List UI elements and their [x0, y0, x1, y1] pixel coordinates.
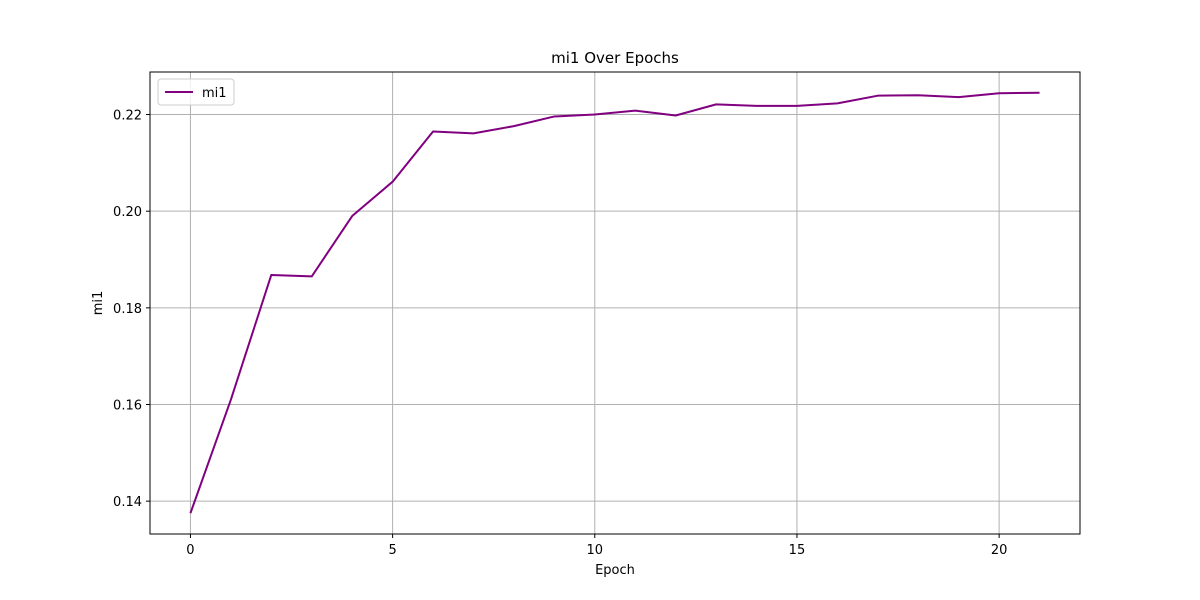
data-point — [796, 105, 798, 107]
y-axis-label: mi1 — [91, 291, 106, 316]
y-axis-ticks: 0.14 0.16 0.18 0.20 0.22 — [113, 109, 150, 510]
data-point — [311, 275, 313, 277]
data-point — [836, 102, 838, 104]
plot-area-frame — [149, 71, 1081, 535]
x-tick-label: 20 — [991, 543, 1008, 558]
legend-box — [157, 78, 235, 106]
data-point — [432, 130, 434, 132]
y-tick-label: 0.18 — [113, 302, 142, 317]
x-tick-label: 10 — [587, 543, 604, 558]
data-point — [958, 96, 960, 98]
y-tick-label: 0.16 — [113, 398, 142, 413]
data-point — [917, 94, 919, 96]
data-point — [877, 95, 879, 97]
data-point — [351, 215, 353, 217]
x-axis-label: Epoch — [595, 563, 635, 578]
data-point — [472, 132, 474, 134]
data-point — [230, 399, 232, 401]
x-tick-label: 0 — [186, 543, 194, 558]
grid-lines — [150, 72, 1080, 534]
x-tick-label: 5 — [388, 543, 396, 558]
legend: mi1 — [157, 78, 235, 106]
data-point — [715, 103, 717, 105]
data-point — [998, 92, 1000, 94]
y-tick-label: 0.22 — [113, 109, 142, 124]
y-tick-label: 0.20 — [113, 205, 142, 220]
x-tick-label: 15 — [789, 543, 806, 558]
y-tick-label: 0.14 — [113, 495, 142, 510]
data-point — [756, 105, 758, 107]
x-axis-ticks: 0 5 10 15 20 — [186, 534, 1007, 558]
data-point — [513, 125, 515, 127]
data-point — [1039, 92, 1041, 94]
data-point — [553, 115, 555, 117]
data-point — [189, 512, 191, 514]
series-lines — [189, 91, 1041, 514]
data-point — [270, 274, 272, 276]
data-point — [634, 110, 636, 112]
data-point — [594, 114, 596, 116]
data-point — [392, 181, 394, 183]
chart-title: mi1 Over Epochs — [551, 49, 679, 67]
legend-label: mi1 — [202, 86, 227, 101]
data-point — [675, 114, 677, 116]
series-line-mi1 — [189, 91, 1040, 514]
